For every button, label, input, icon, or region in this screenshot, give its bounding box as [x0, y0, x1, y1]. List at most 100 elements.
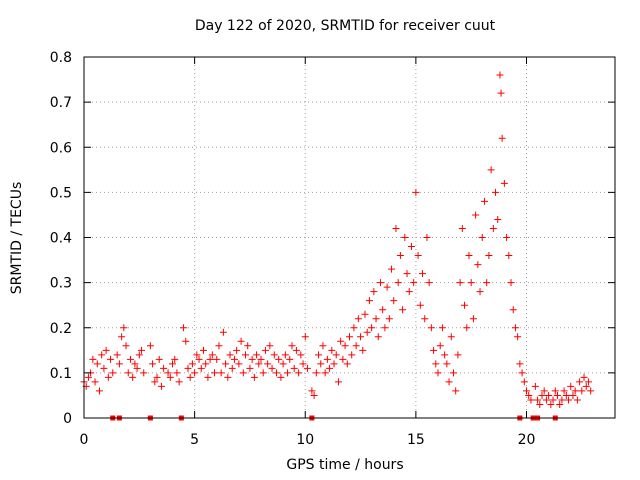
data-point: [363, 328, 371, 336]
data-point: [173, 369, 181, 377]
data-point: [303, 364, 311, 372]
data-point: [180, 324, 188, 332]
data-point: [310, 391, 318, 399]
data-point: [472, 211, 480, 219]
data-point: [348, 351, 356, 359]
data-point: [268, 364, 276, 372]
data-point: [91, 378, 99, 386]
data-point: [560, 387, 568, 395]
data-point: [135, 351, 143, 359]
data-point: [197, 364, 205, 372]
data-point: [166, 373, 174, 381]
data-point: [279, 360, 287, 368]
data-point: [492, 188, 500, 196]
data-point: [259, 369, 267, 377]
data-point: [129, 373, 137, 381]
y-tick-label: 0.1: [50, 366, 72, 382]
data-point: [374, 333, 382, 341]
data-point: [425, 279, 433, 287]
data-point: [332, 351, 340, 359]
data-point: [394, 279, 402, 287]
x-tick-label: 10: [296, 432, 314, 448]
data-point: [376, 279, 384, 287]
data-point: [430, 346, 438, 354]
data-point: [319, 342, 327, 350]
data-point: [115, 360, 123, 368]
data-point: [434, 369, 442, 377]
axis-ticks: 0 0.1 0.2 0.3 0.4 0.5 0.6 0.7 0.8 0 5 10 15 20: [50, 50, 615, 448]
data-point: [317, 360, 325, 368]
data-point: [98, 351, 106, 359]
data-point: [396, 252, 404, 260]
data-point: [443, 360, 451, 368]
data-point: [438, 324, 446, 332]
data-point: [151, 378, 159, 386]
data-point: [571, 387, 579, 395]
data-point: [89, 355, 97, 363]
data-point: [536, 400, 544, 408]
data-point: [323, 355, 331, 363]
data-point: [215, 342, 223, 350]
data-point: [308, 387, 316, 395]
data-point: [399, 306, 407, 314]
data-point: [242, 351, 250, 359]
y-tick-label: 0.6: [50, 140, 72, 156]
y-tick-label: 0.2: [50, 321, 72, 337]
data-point: [193, 351, 201, 359]
data-point: [195, 355, 203, 363]
data-point: [328, 346, 336, 354]
data-point: [100, 364, 108, 372]
data-point: [538, 391, 546, 399]
data-point: [199, 346, 207, 354]
data-point: [140, 369, 148, 377]
data-point: [153, 373, 161, 381]
data-point: [290, 364, 298, 372]
data-point: [107, 355, 115, 363]
data-point: [246, 364, 254, 372]
data-point: [497, 89, 505, 97]
data-point: [416, 301, 424, 309]
data-point: [226, 351, 234, 359]
data-point: [164, 369, 172, 377]
data-point: [277, 373, 285, 381]
data-point: [235, 360, 243, 368]
data-point: [261, 346, 269, 354]
data-point: [284, 369, 292, 377]
data-point: [239, 369, 247, 377]
data-point: [352, 342, 360, 350]
data-point: [407, 243, 415, 251]
data-point: [423, 234, 431, 241]
data-point: [334, 378, 342, 386]
data-point: [157, 382, 165, 390]
data-point: [299, 360, 307, 368]
data-point: [551, 387, 559, 395]
data-point: [388, 265, 396, 273]
data-point: [131, 360, 139, 368]
data-point: [454, 351, 462, 359]
data-point: [255, 360, 263, 368]
data-point: [237, 337, 245, 345]
data-point: [545, 391, 553, 399]
data-point: [516, 360, 524, 368]
x-axis-label: GPS time / hours: [286, 457, 404, 473]
data-point: [95, 387, 103, 395]
data-point: [379, 306, 387, 314]
data-point: [354, 315, 362, 323]
data-point: [248, 355, 256, 363]
x-tick-label: 5: [190, 432, 199, 448]
data-point: [372, 315, 380, 323]
data-point: [385, 315, 393, 323]
data-point: [483, 279, 491, 287]
data-point: [188, 360, 196, 368]
data-point: [381, 324, 389, 332]
data-point: [312, 369, 320, 377]
data-point: [93, 360, 101, 368]
data-point: [582, 382, 590, 390]
data-point: [208, 351, 216, 359]
data-point: [498, 134, 506, 142]
x-tick-label: 20: [518, 432, 536, 448]
data-point: [480, 197, 488, 205]
data-point: [368, 324, 376, 332]
data-point: [217, 369, 225, 377]
